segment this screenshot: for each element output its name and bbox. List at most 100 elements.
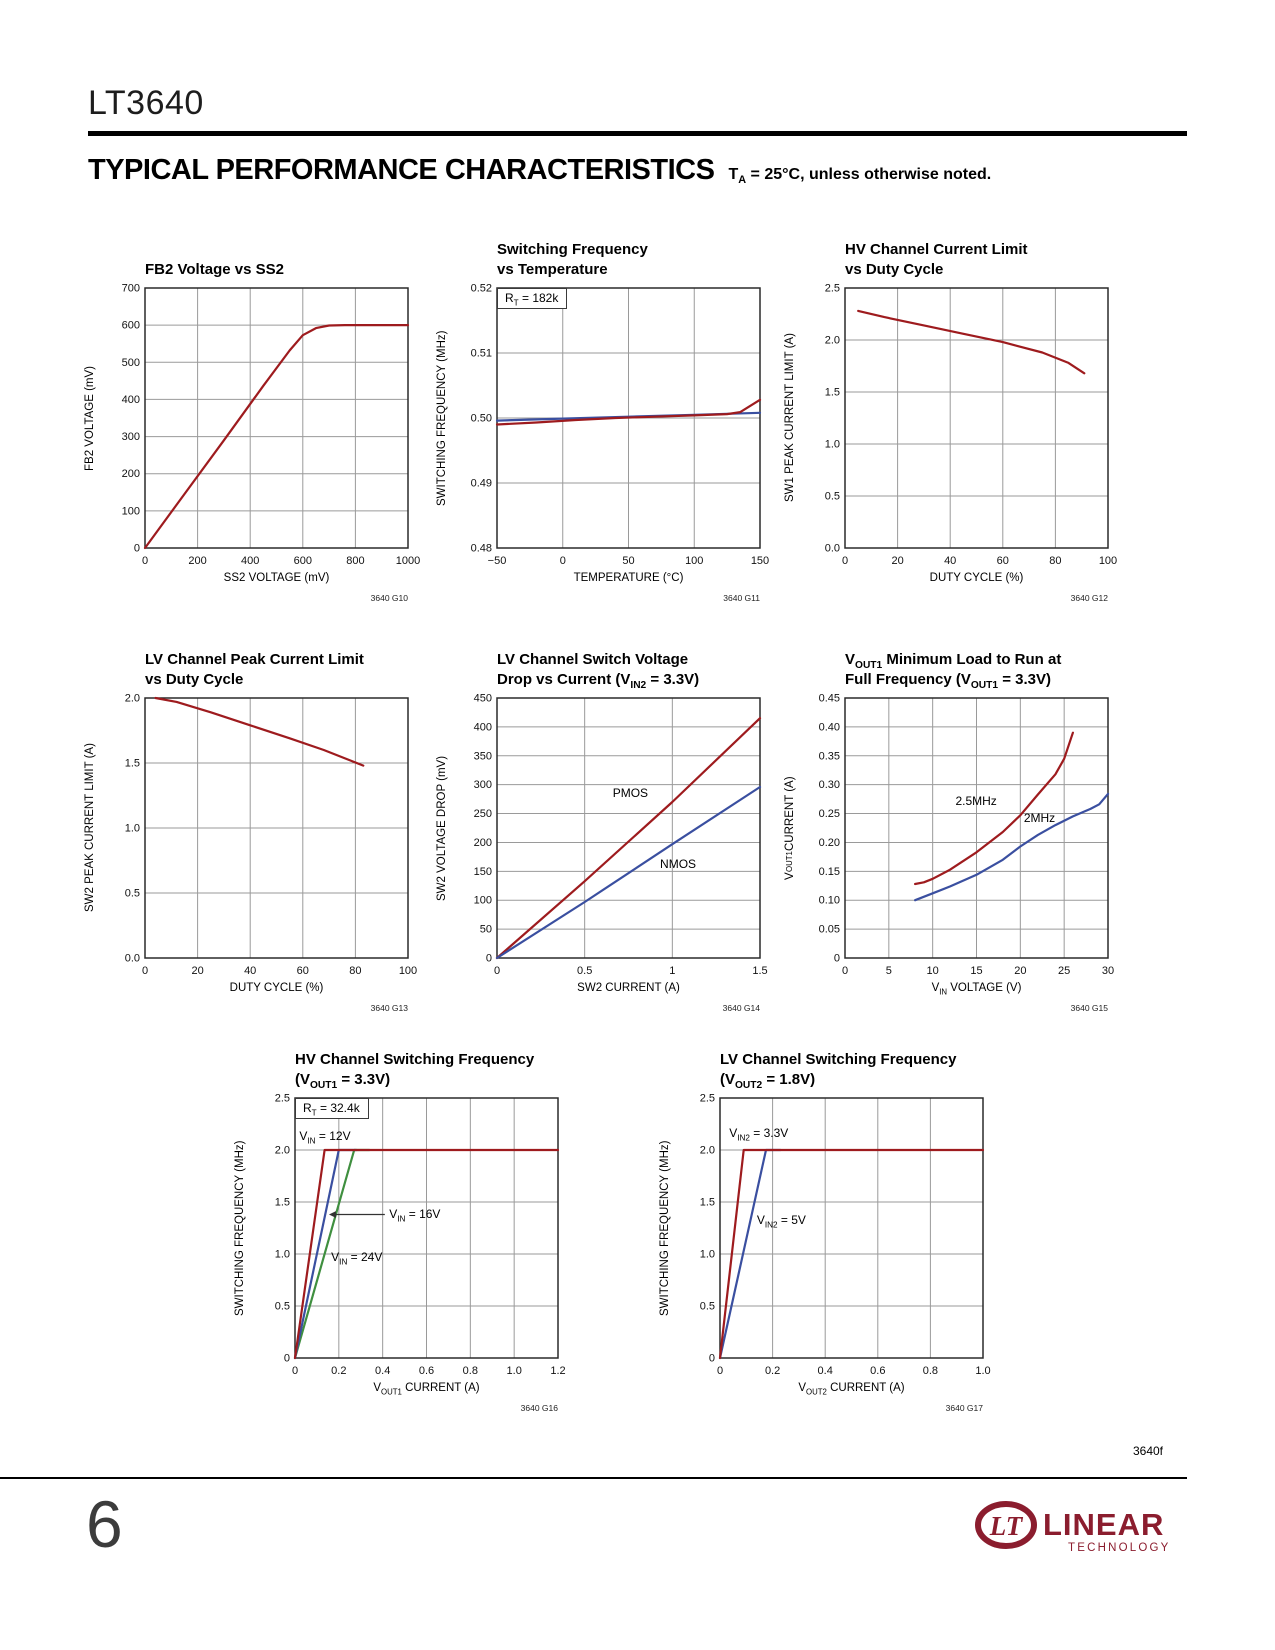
y-tick-label: 0 — [709, 1353, 715, 1365]
y-tick-label: 0.5 — [125, 888, 140, 900]
y-tick-label: 0.10 — [819, 895, 840, 907]
logo-graphic: LT LINEAR TECHNOLOGY — [975, 1501, 1168, 1554]
x-tick-label: 0.4 — [375, 1365, 390, 1377]
y-axis-label: FB2 VOLTAGE (mV) — [84, 365, 96, 471]
chart-plot-area: 0 0.5 1 1.5 0 50 100 150 200 250 300 350 400 450 PMOS N… — [432, 692, 772, 1027]
y-tick-label: 0.5 — [825, 491, 840, 503]
y-tick-label: 0.20 — [819, 837, 840, 849]
y-tick-label: 0.45 — [819, 693, 840, 705]
y-tick-label: 0.40 — [819, 721, 840, 733]
y-tick-label: 400 — [122, 394, 140, 406]
section-title: TYPICAL PERFORMANCE CHARACTERISTICS — [88, 154, 715, 186]
x-axis-label: SS2 VOLTAGE (mV) — [223, 572, 330, 584]
plot-frame — [844, 287, 1109, 549]
chart-plot-area: 0 0.2 0.4 0.6 0.8 1.0 1.2 0 0.5 1.0 1.5 2.0 2.5 RT = … — [230, 1092, 570, 1427]
chart-annotation: VIN = 24V — [331, 1250, 383, 1267]
x-tick-label: 15 — [970, 965, 982, 977]
plot-frame — [496, 697, 761, 959]
x-tick-label: 0.5 — [577, 965, 592, 977]
x-tick-label: 1.0 — [507, 1365, 522, 1377]
y-tick-label: 0.5 — [700, 1301, 715, 1313]
header-rule — [88, 131, 1187, 136]
plot-frame — [496, 287, 761, 549]
y-tick-label: 50 — [480, 924, 492, 936]
y-tick-label: 1.0 — [825, 439, 840, 451]
chart-hv-switching-frequency: HV Channel Switching Frequency (VOUT1 = 3… — [230, 1040, 570, 1427]
plot-svg: 0 20 40 60 80 100 0.0 0.5 1.0 1.5 2.0 2.5 — [825, 283, 1117, 568]
y-tick-label: 0.0 — [825, 543, 840, 555]
y-tick-label: 0.52 — [471, 283, 492, 295]
x-axis-label: DUTY CYCLE (%) — [229, 982, 324, 994]
y-tick-label: 2.0 — [275, 1145, 290, 1157]
y-tick-label: 500 — [122, 357, 140, 369]
y-tick-label: 2.5 — [700, 1093, 715, 1105]
y-tick-label: 0 — [134, 543, 140, 555]
y-tick-label: 1.5 — [825, 387, 840, 399]
x-tick-label: 0.4 — [818, 1365, 833, 1377]
section-note: TA = 25°C, unless otherwise noted. — [728, 166, 992, 187]
x-tick-label: 1.5 — [752, 965, 767, 977]
figure-code: 3640 G15 — [1070, 1003, 1108, 1013]
y-tick-label: 2.0 — [125, 693, 140, 705]
x-tick-label: 0.8 — [923, 1365, 938, 1377]
plot-svg: 0 200 400 600 800 1000 0 100 200 300 400 500 600 700 — [122, 283, 420, 568]
x-tick-label: 50 — [622, 555, 634, 567]
x-tick-label: 20 — [191, 965, 203, 977]
y-tick-label: 300 — [122, 431, 140, 443]
x-tick-label: 80 — [1049, 555, 1061, 567]
x-tick-label: 800 — [346, 555, 364, 567]
chart-title: HV Channel Current Limit vs Duty Cycle — [845, 241, 1028, 278]
chart-annotation: RT = 32.4k — [295, 1098, 369, 1119]
series-line — [154, 696, 365, 767]
plot-frame — [144, 697, 409, 959]
logo-oval — [975, 1501, 1037, 1549]
x-tick-label: 0 — [842, 965, 848, 977]
chart-plot-area: 0 20 40 60 80 100 0.0 0.5 1.0 1.5 2.0 SW2 PEAK CURR… — [80, 692, 420, 1027]
x-tick-label: 10 — [927, 965, 939, 977]
chart-plot-area: 0 20 40 60 80 100 0.0 0.5 1.0 1.5 2.0 2.5 SW1 PEAK C… — [780, 282, 1120, 617]
x-tick-label: 40 — [244, 965, 256, 977]
figure-code: 3640 G10 — [370, 593, 408, 603]
plot-svg: 0 0.5 1 1.5 0 50 100 150 200 250 300 350 400 450 — [474, 693, 768, 978]
y-tick-label: 0.30 — [819, 779, 840, 791]
x-tick-label: 60 — [297, 965, 309, 977]
x-tick-label: 25 — [1058, 965, 1070, 977]
series-line — [914, 731, 1074, 886]
chart-plot-area: 0 0.2 0.4 0.6 0.8 1.0 0 0.5 1.0 1.5 2.0 2.5 VIN2 = 3… — [655, 1092, 995, 1427]
y-tick-label: 350 — [474, 750, 492, 762]
x-tick-label: 0 — [494, 965, 500, 977]
x-axis-label: VIN VOLTAGE (V) — [931, 982, 1022, 997]
x-tick-label: 30 — [1102, 965, 1114, 977]
y-tick-label: 1.0 — [125, 823, 140, 835]
chart-annotation: NMOS — [660, 857, 697, 872]
figure-code: 3640 G14 — [722, 1003, 760, 1013]
x-tick-label: 150 — [751, 555, 769, 567]
y-tick-label: 2.0 — [700, 1145, 715, 1157]
chart-annotation: VIN = 16V — [389, 1207, 441, 1224]
logo-name: LINEAR — [1043, 1507, 1164, 1542]
chart-plot-area: −50 0 50 100 150 0.48 0.49 0.50 0.51 0.52 RT = 182… — [432, 282, 772, 617]
x-axis-label: SW2 CURRENT (A) — [577, 982, 680, 994]
figure-code: 3640 G12 — [1070, 593, 1108, 603]
x-tick-label: 0 — [717, 1365, 723, 1377]
chart-annotation: VIN = 12V — [299, 1129, 351, 1146]
chart-title: FB2 Voltage vs SS2 — [145, 260, 284, 278]
annotation-arrowhead — [328, 1211, 336, 1218]
chart-annotation: PMOS — [612, 786, 649, 801]
x-axis-label: VOUT2 CURRENT (A) — [798, 1382, 905, 1397]
y-tick-label: 2.5 — [275, 1093, 290, 1105]
chart-title: HV Channel Switching Frequency (VOUT1 = 3… — [295, 1051, 535, 1091]
y-tick-label: 0.05 — [819, 924, 840, 936]
series-line — [914, 792, 1110, 902]
x-tick-label: 0 — [142, 555, 148, 567]
chart-lv-peak-current-limit-vs-duty-cycle: LV Channel Peak Current Limit vs Duty Cyc… — [80, 640, 420, 1027]
x-tick-label: 400 — [241, 555, 259, 567]
y-tick-label: 300 — [474, 779, 492, 791]
y-tick-label: 600 — [122, 320, 140, 332]
y-tick-label: 0.5 — [275, 1301, 290, 1313]
y-tick-label: 0.50 — [471, 413, 492, 425]
y-axis-label: SW2 VOLTAGE DROP (mV) — [436, 755, 448, 901]
x-tick-label: 1000 — [396, 555, 420, 567]
y-tick-label: 450 — [474, 693, 492, 705]
